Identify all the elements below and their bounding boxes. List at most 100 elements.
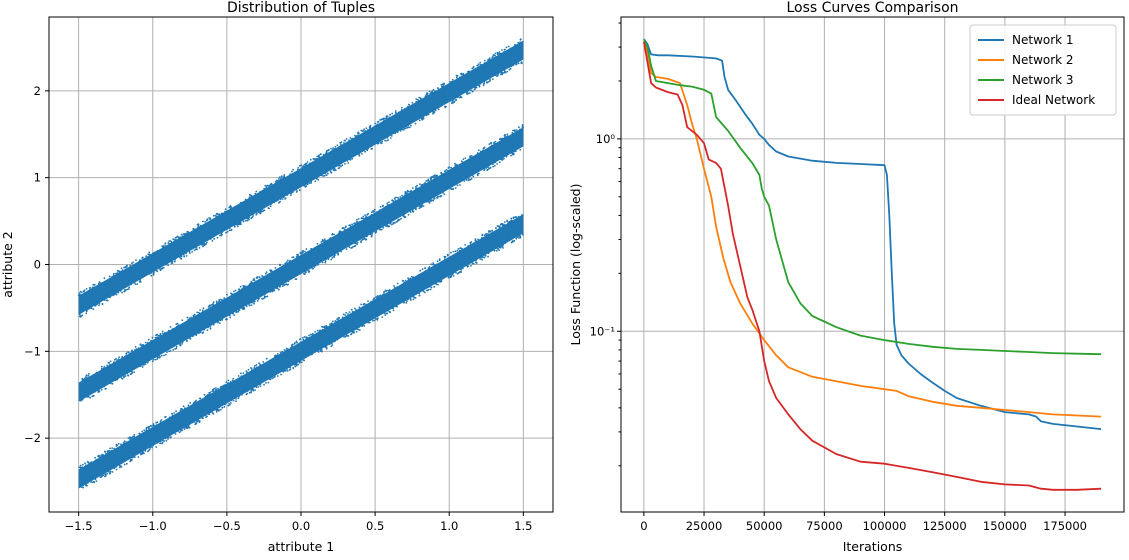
scatter-point <box>238 309 241 312</box>
scatter-point <box>192 316 195 319</box>
scatter-point <box>493 142 496 145</box>
scatter-point <box>215 303 218 306</box>
scatter-point <box>470 241 473 243</box>
scatter-point <box>511 132 514 134</box>
scatter-point <box>79 466 82 469</box>
scatter-point <box>237 375 240 377</box>
scatter-point <box>483 253 486 256</box>
scatter-point <box>313 158 316 161</box>
scatter-point <box>521 232 524 235</box>
scatter-point <box>412 210 415 213</box>
scatter-point <box>350 308 353 311</box>
scatter-point <box>288 369 291 371</box>
scatter-point <box>477 63 480 65</box>
scatter-point <box>192 228 195 231</box>
scatter-point <box>146 361 149 364</box>
scatter-point <box>370 301 372 304</box>
scatter-point <box>226 293 228 296</box>
scatter-point <box>163 440 166 442</box>
scatter-point <box>440 279 443 281</box>
scatter-point <box>421 268 424 271</box>
scatter-point <box>151 252 154 255</box>
scatter-point <box>116 444 119 447</box>
scatter-point <box>106 452 109 455</box>
scatter-point <box>268 203 270 206</box>
scatter-point <box>305 336 307 338</box>
scatter-point <box>239 307 242 309</box>
scatter-point <box>295 340 298 343</box>
scatter-point <box>81 466 84 469</box>
scatter-point <box>434 109 437 112</box>
scatter-point <box>399 111 402 113</box>
scatter-point <box>265 382 267 384</box>
scatter-point <box>455 166 458 168</box>
scatter-point <box>414 185 417 188</box>
scatter-point <box>405 125 408 128</box>
scatter-point <box>254 192 257 195</box>
scatter-point <box>149 446 152 449</box>
scatter-point <box>479 61 482 64</box>
scatter-point <box>252 279 255 281</box>
scatter-point <box>253 302 256 305</box>
scatter-point <box>521 126 524 129</box>
scatter-point <box>393 197 396 200</box>
x-tick-label: 0.0 <box>292 519 310 533</box>
band-core <box>78 214 524 489</box>
scatter-point <box>419 269 422 272</box>
scatter-point <box>476 152 479 154</box>
scatter-point <box>239 201 242 204</box>
scatter-point <box>168 350 170 353</box>
scatter-point <box>126 354 129 357</box>
scatter-point <box>403 126 406 129</box>
scatter-point <box>257 386 260 388</box>
scatter-point <box>491 232 493 235</box>
scatter-point <box>464 157 467 160</box>
scatter-point <box>428 180 430 182</box>
scatter-point <box>234 205 237 208</box>
scatter-point <box>106 299 108 302</box>
scatter-point <box>475 67 477 70</box>
scatter-point <box>415 293 417 296</box>
scatter-point <box>396 305 398 308</box>
scatter-point <box>166 348 169 351</box>
scatter-point <box>134 456 136 458</box>
scatter-point <box>368 321 371 324</box>
scatter-point <box>205 416 207 419</box>
scatter-point <box>336 321 339 324</box>
scatter-point <box>474 239 477 242</box>
scatter-point <box>111 275 114 278</box>
scatter-point <box>254 389 256 391</box>
scatter-point <box>135 348 138 350</box>
scatter-point <box>120 270 122 273</box>
scatter-point <box>157 334 160 337</box>
scatter-point <box>485 232 488 235</box>
scatter-point <box>253 281 256 284</box>
scatter-point <box>382 207 385 210</box>
scatter-point <box>450 102 453 105</box>
legend-label: Network 2 <box>1012 53 1074 67</box>
scatter-point <box>85 312 88 315</box>
scatter-point <box>85 464 87 467</box>
scatter-point <box>145 427 148 430</box>
scatter-point <box>323 174 326 177</box>
scatter-point <box>99 456 102 459</box>
scatter-point <box>510 154 512 157</box>
scatter-point <box>185 252 188 255</box>
scatter-point <box>363 235 366 238</box>
scatter-point <box>497 159 499 161</box>
scatter-point <box>325 325 328 327</box>
scatter-point <box>116 272 119 274</box>
scatter-point <box>451 184 454 187</box>
scatter-point <box>300 252 303 255</box>
scatter-point <box>398 215 401 218</box>
scatter-point <box>188 423 191 426</box>
scatter-point <box>193 249 196 252</box>
scatter-point <box>485 167 488 169</box>
scatter-point <box>95 480 98 482</box>
scatter-point <box>283 349 286 351</box>
scatter-point <box>82 486 85 489</box>
scatter-point <box>92 391 94 394</box>
scatter-point <box>498 246 501 249</box>
scatter-point <box>389 114 391 116</box>
scatter-point <box>283 369 286 372</box>
